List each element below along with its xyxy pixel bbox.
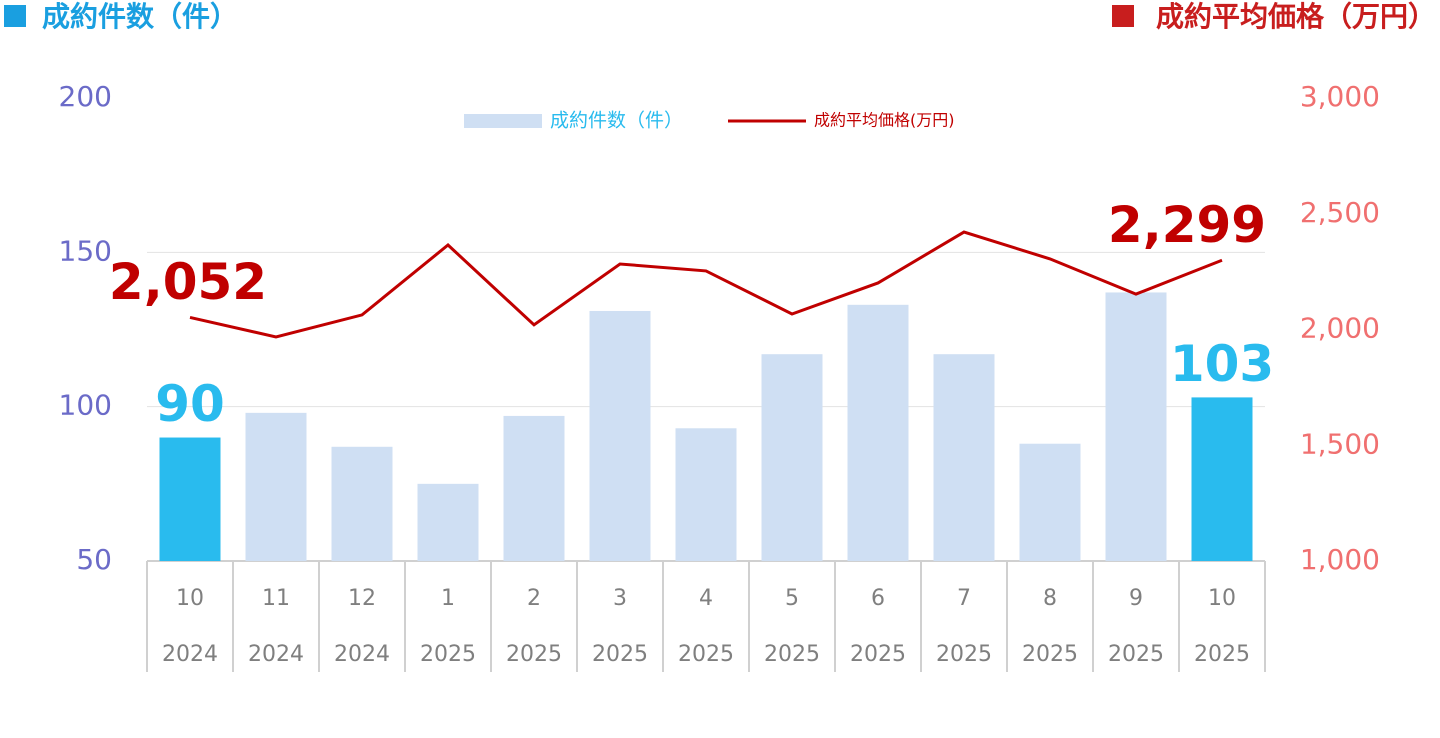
data-label: 90 — [155, 375, 225, 433]
bar — [761, 354, 823, 561]
x-tick-label: 9 — [1129, 586, 1143, 611]
x-tick-label: 10 — [1208, 586, 1236, 611]
bar — [417, 483, 479, 561]
x-tick-group-label: 2024 — [334, 642, 390, 667]
x-tick-group-label: 2024 — [248, 642, 304, 667]
line — [189, 230, 1223, 339]
y-tick-label: 50 — [76, 543, 112, 576]
header-marker — [4, 5, 26, 27]
x-tick-label: 3 — [613, 586, 627, 611]
x-tick-group-label: 2025 — [1108, 642, 1164, 667]
bar — [675, 428, 737, 561]
x-tick-group-label: 2025 — [420, 642, 476, 667]
x-tick-label: 4 — [699, 586, 713, 611]
y2-axis-title: 成約平均価格（万円） — [1156, 0, 1436, 33]
bar — [847, 304, 909, 561]
x-tick-group-label: 2025 — [678, 642, 734, 667]
x-tick-group-label: 2025 — [850, 642, 906, 667]
x-tick-group-label: 2025 — [936, 642, 992, 667]
x-tick-group-label: 2025 — [1022, 642, 1078, 667]
legend-label: 成約件数（件） — [550, 110, 683, 132]
x-tick-group-label: 2025 — [1194, 642, 1250, 667]
bar — [159, 437, 221, 561]
x-tick-group-label: 2025 — [764, 642, 820, 667]
y2-tick-label: 1,500 — [1300, 427, 1380, 460]
x-tick-group-label: 2025 — [506, 642, 562, 667]
bar — [1019, 443, 1081, 561]
bar — [331, 446, 393, 561]
bar — [1191, 397, 1253, 561]
x-tick-label: 8 — [1043, 586, 1057, 611]
y-tick-label: 100 — [59, 389, 112, 422]
x-tick-label: 12 — [348, 586, 376, 611]
x-tick-label: 5 — [785, 586, 799, 611]
bar — [245, 412, 307, 561]
bar — [1105, 292, 1167, 561]
x-tick-label: 1 — [441, 586, 455, 611]
y2-tick-label: 2,000 — [1300, 312, 1380, 345]
x-tick-group-label: 2025 — [592, 642, 648, 667]
x-tick-label: 7 — [957, 586, 971, 611]
y-tick-label: 200 — [59, 80, 112, 113]
bar — [589, 310, 651, 561]
bar — [503, 415, 565, 561]
y2-tick-label: 2,500 — [1300, 196, 1380, 229]
y-axis-title: 成約件数（件） — [42, 0, 238, 33]
x-tick-label: 11 — [262, 586, 290, 611]
data-label: 103 — [1170, 335, 1274, 393]
data-label: 2,299 — [1108, 196, 1266, 254]
y2-tick-label: 1,000 — [1300, 543, 1380, 576]
x-tick-label: 6 — [871, 586, 885, 611]
x-tick-label: 10 — [176, 586, 204, 611]
data-label: 2,052 — [109, 253, 267, 311]
y2-tick-label: 3,000 — [1300, 80, 1380, 113]
y-tick-label: 150 — [59, 234, 112, 267]
x-tick-label: 2 — [527, 586, 541, 611]
legend-swatch — [464, 114, 542, 128]
bar — [933, 354, 995, 561]
legend-label: 成約平均価格(万円) — [814, 111, 955, 130]
header-marker — [1112, 5, 1134, 27]
x-tick-group-label: 2024 — [162, 642, 218, 667]
